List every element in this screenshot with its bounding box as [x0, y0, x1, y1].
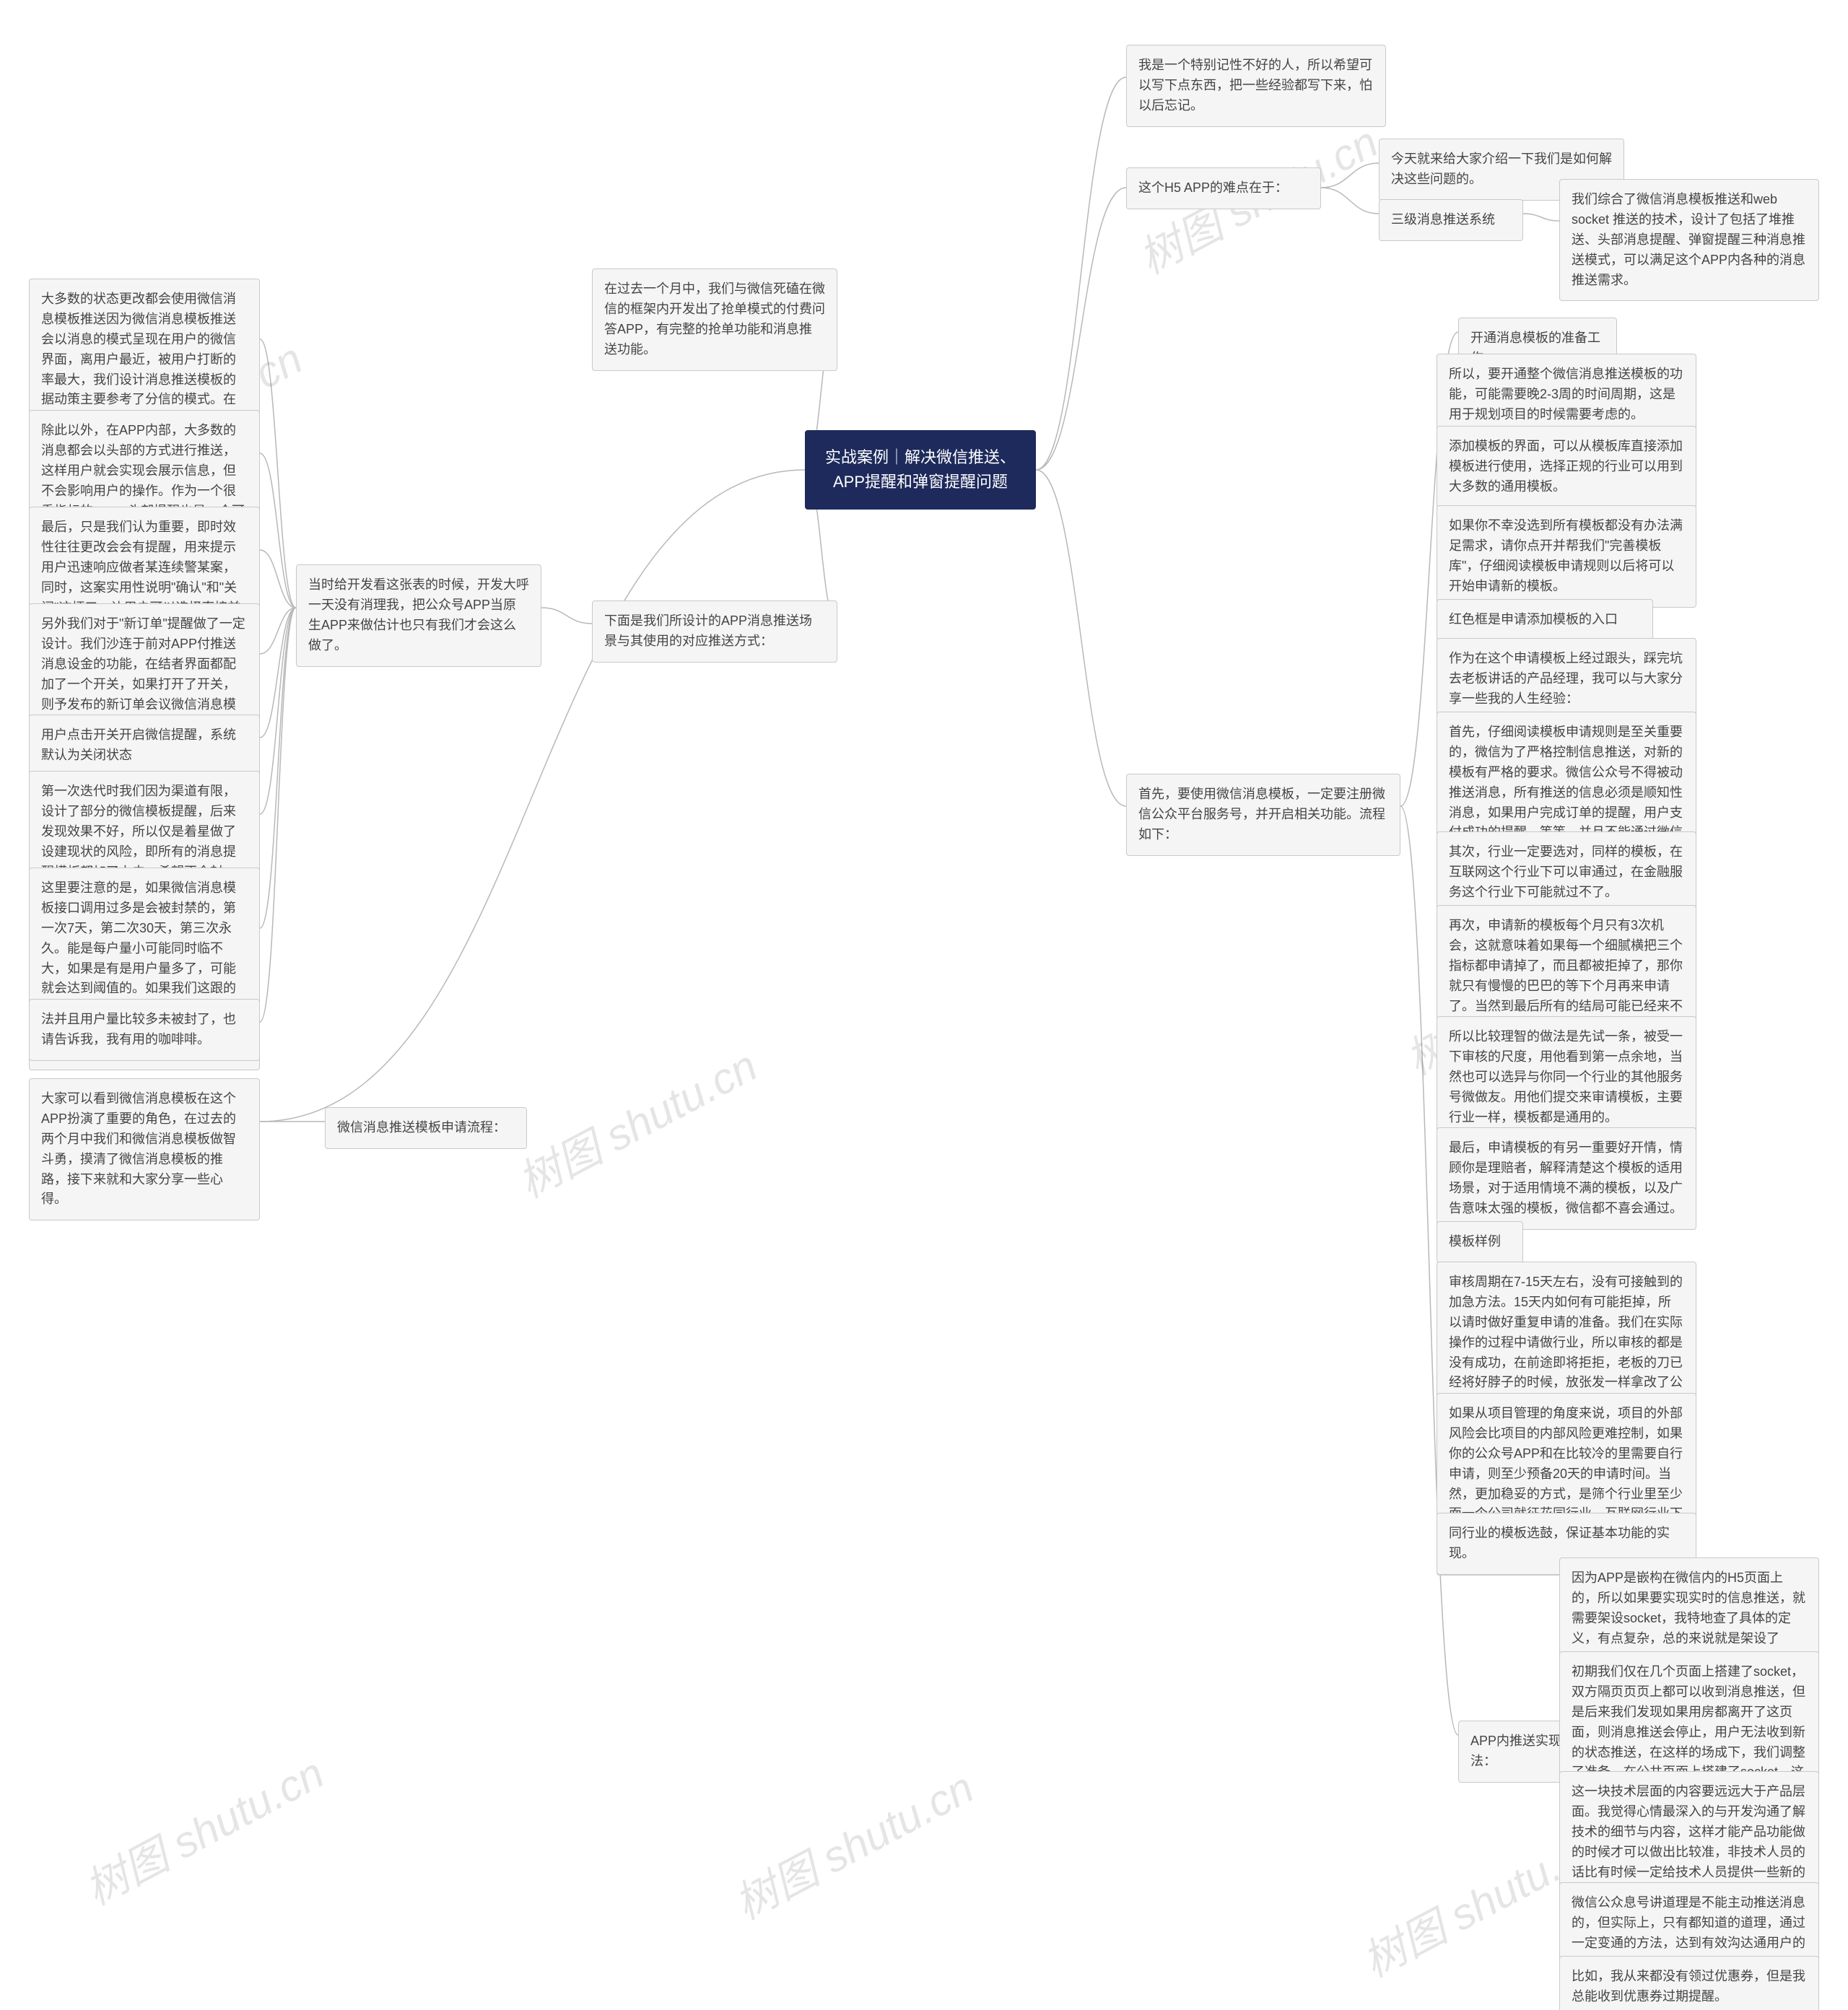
node-r3a7[interactable]: 其次，行业一定要选对，同样的模板，在互联网这个行业下可以审通过，在金融服务这个行… — [1437, 831, 1696, 914]
node-text: 所以比较理智的做法是先试一条，被受一下审核的尺度，用他看到第一点余地，当然也可以… — [1449, 1029, 1683, 1124]
node-text: 微信消息推送模板申请流程： — [337, 1120, 506, 1135]
connector — [1036, 77, 1126, 470]
node-text: 用户点击开关开启微信提醒，系统默认为关闭状态 — [41, 727, 236, 762]
node-text: 下面是我们所设计的APP消息推送场景与其使用的对应推送方式： — [604, 613, 812, 648]
node-r3b5[interactable]: 比如，我从来都没有领过优惠券，但是我总能收到优惠券过期提醒。 — [1559, 1956, 1819, 2010]
node-r3a5[interactable]: 作为在这个申请模板上经过跟头，踩完坑去老板讲话的产品经理，我可以与大家分享一些我… — [1437, 638, 1696, 720]
connector — [260, 608, 296, 654]
node-l2a[interactable]: 当时给开发看这张表的时候，开发大呼一天没有消理我，把公众号APP当原生APP来做… — [296, 564, 541, 667]
node-r3a10[interactable]: 最后，申请模板的有另一重要好开情，情顾你是理赔者，解释清楚这个模板的适用场景，对… — [1437, 1127, 1696, 1230]
node-l2a8[interactable]: 法并且用户量比较多未被封了，也请告诉我，我有用的咖啡啡。 — [29, 999, 260, 1061]
node-text: 其次，行业一定要选对，同样的模板，在互联网这个行业下可以审通过，在金融服务这个行… — [1449, 844, 1683, 899]
node-text: 作为在这个申请模板上经过跟头，踩完坑去老板讲话的产品经理，我可以与大家分享一些我… — [1449, 651, 1683, 706]
node-text: 我们综合了微信消息模板推送和web socket 推送的技术，设计了包括了堆推送… — [1572, 192, 1805, 287]
connector — [260, 608, 296, 814]
connector — [260, 339, 296, 608]
node-r3[interactable]: 首先，要使用微信消息模板，一定要注册微信公众平台服务号，并开启相关功能。流程如下… — [1126, 774, 1400, 856]
node-r1[interactable]: 我是一个特别记性不好的人，所以希望可以写下点东西，把一些经验都写下来，怕以后忘记… — [1126, 45, 1386, 127]
node-l3a[interactable]: 微信消息推送模板申请流程： — [325, 1107, 527, 1149]
node-text: 这个H5 APP的难点在于： — [1138, 180, 1288, 195]
node-r3a2[interactable]: 添加模板的界面，可以从模板库直接添加模板进行使用，选择正规的行业可以用到大多数的… — [1437, 426, 1696, 508]
connector — [260, 608, 296, 738]
node-l2a5[interactable]: 用户点击开关开启微信提醒，系统默认为关闭状态 — [29, 715, 260, 777]
node-text: 同行业的模板选鼓，保证基本功能的实现。 — [1449, 1526, 1670, 1560]
node-text: 比如，我从来都没有领过优惠券，但是我总能收到优惠券过期提醒。 — [1572, 1969, 1805, 2004]
node-root[interactable]: 实战案例｜解决微信推送、APP提醒和弹窗提醒问题 — [805, 430, 1036, 510]
node-text: 最后，申请模板的有另一重要好开情，情顾你是理赔者，解释清楚这个模板的适用场景，对… — [1449, 1140, 1683, 1215]
watermark: 树图 shutu.cn — [72, 1739, 334, 1917]
node-text: 添加模板的界面，可以从模板库直接添加模板进行使用，选择正规的行业可以用到大多数的… — [1449, 439, 1683, 494]
node-r2b[interactable]: 三级消息推送系统 — [1379, 199, 1523, 241]
connector — [260, 608, 296, 1022]
node-text: 大家可以看到微信消息模板在这个APP扮演了重要的角色，在过去的两个月中我们和微信… — [41, 1091, 236, 1206]
node-r3a4[interactable]: 红色框是申请添加模板的入口 — [1437, 599, 1653, 641]
connector — [260, 550, 296, 608]
node-l3[interactable]: 大家可以看到微信消息模板在这个APP扮演了重要的角色，在过去的两个月中我们和微信… — [29, 1078, 260, 1220]
node-text: 三级消息推送系统 — [1391, 212, 1495, 227]
node-text: 首先，要使用微信消息模板，一定要注册微信公众平台服务号，并开启相关功能。流程如下… — [1138, 787, 1385, 842]
node-r3a1[interactable]: 所以，要开通整个微信消息推送模板的功能，可能需要晚2-3周的时间周期，这是用于规… — [1437, 354, 1696, 436]
node-l1[interactable]: 在过去一个月中，我们与微信死磕在微信的框架内开发出了抢单模式的付费问答APP，有… — [592, 268, 837, 371]
watermark: 树图 shutu.cn — [722, 1753, 983, 1931]
connector — [541, 608, 592, 624]
node-r2b1[interactable]: 我们综合了微信消息模板推送和web socket 推送的技术，设计了包括了堆推送… — [1559, 179, 1819, 301]
connector — [1523, 214, 1559, 221]
node-r2[interactable]: 这个H5 APP的难点在于： — [1126, 167, 1321, 209]
connector — [1036, 188, 1126, 470]
connector — [260, 453, 296, 608]
connector — [1036, 470, 1126, 806]
node-l2[interactable]: 下面是我们所设计的APP消息推送场景与其使用的对应推送方式： — [592, 600, 837, 663]
node-r3a9[interactable]: 所以比较理智的做法是先试一条，被受一下审核的尺度，用他看到第一点余地，当然也可以… — [1437, 1016, 1696, 1138]
node-text: 模板样例 — [1449, 1234, 1501, 1249]
node-text: 实战案例｜解决微信推送、APP提醒和弹窗提醒问题 — [821, 445, 1019, 494]
node-text: 所以，要开通整个微信消息推送模板的功能，可能需要晚2-3周的时间周期，这是用于规… — [1449, 367, 1683, 421]
mindmap-canvas: 树图 shutu.cn树图 shutu.cn树图 shutu.cn树图 shut… — [0, 0, 1848, 2010]
node-text: 当时给开发看这张表的时候，开发大呼一天没有消理我，把公众号APP当原生APP来做… — [308, 577, 529, 652]
node-text: 红色框是申请添加模板的入口 — [1449, 612, 1618, 626]
watermark: 树图 shutu.cn — [505, 1031, 767, 1210]
node-r3a11[interactable]: 模板样例 — [1437, 1221, 1523, 1263]
node-text: 在过去一个月中，我们与微信死磕在微信的框架内开发出了抢单模式的付费问答APP，有… — [604, 281, 825, 357]
node-text: 我是一个特别记性不好的人，所以希望可以写下点东西，把一些经验都写下来，怕以后忘记… — [1138, 58, 1372, 113]
node-text: 如果你不幸没选到所有模板都没有办法满足需求，请你点开并帮我们"完善模板库"，仔细… — [1449, 518, 1683, 593]
connector — [1321, 163, 1379, 188]
connector — [260, 608, 296, 928]
node-r3a3[interactable]: 如果你不幸没选到所有模板都没有办法满足需求，请你点开并帮我们"完善模板库"，仔细… — [1437, 505, 1696, 608]
node-text: 法并且用户量比较多未被封了，也请告诉我，我有用的咖啡啡。 — [41, 1012, 236, 1046]
connector — [1321, 188, 1379, 214]
